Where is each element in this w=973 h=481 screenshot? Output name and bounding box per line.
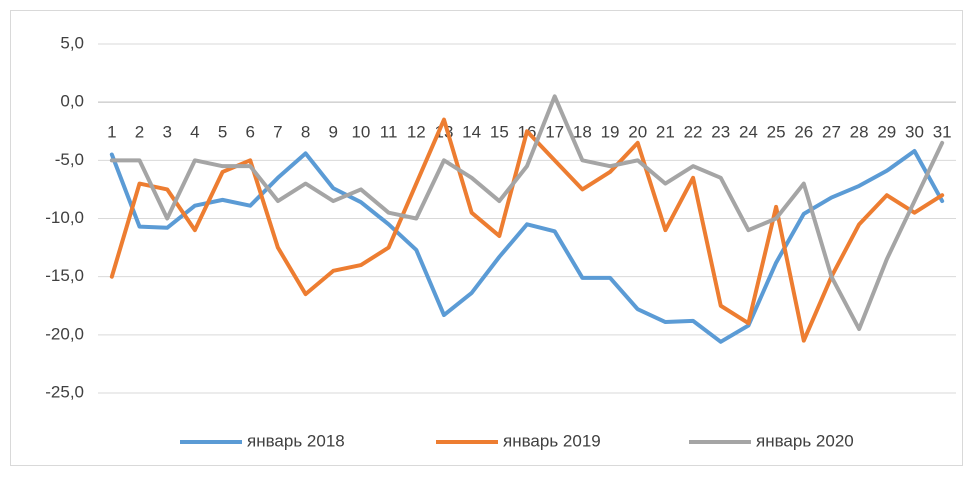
x-tick-label: 11 — [380, 123, 398, 142]
x-tick-label: 26 — [794, 123, 813, 142]
x-tick-label: 17 — [545, 123, 564, 142]
x-tick-label: 14 — [462, 123, 481, 142]
x-tick-label: 9 — [329, 123, 338, 142]
x-tick-label: 31 — [933, 123, 952, 142]
x-tick-label: 10 — [351, 123, 370, 142]
x-tick-label: 20 — [628, 123, 647, 142]
x-tick-label: 27 — [822, 123, 841, 142]
x-tick-label: 22 — [684, 123, 703, 142]
y-tick-label: -10,0 — [45, 208, 84, 227]
legend-label: январь 2018 — [247, 431, 345, 450]
x-tick-label: 1 — [107, 123, 116, 142]
y-tick-label: -25,0 — [45, 382, 84, 401]
x-tick-label: 30 — [905, 123, 924, 142]
y-tick-label: -20,0 — [45, 324, 84, 343]
x-tick-label: 25 — [767, 123, 786, 142]
x-tick-label: 2 — [135, 123, 144, 142]
x-tick-label: 19 — [601, 123, 620, 142]
x-tick-label: 12 — [407, 123, 426, 142]
x-tick-label: 6 — [245, 123, 254, 142]
x-tick-label: 5 — [218, 123, 227, 142]
chart-border — [10, 10, 963, 466]
legend-label: январь 2019 — [503, 431, 601, 450]
line-series — [109, 117, 945, 343]
x-tick-label: 29 — [877, 123, 896, 142]
x-tick-label: 23 — [711, 123, 730, 142]
y-tick-label: 0,0 — [60, 92, 84, 111]
x-tick-label: 3 — [162, 123, 171, 142]
x-tick-label: 28 — [850, 123, 869, 142]
line-series — [109, 149, 945, 344]
x-tick-label: 7 — [273, 123, 282, 142]
x-tick-label: 8 — [301, 123, 310, 142]
legend-label: январь 2020 — [756, 431, 854, 450]
x-tick-label: 15 — [490, 123, 509, 142]
y-tick-label: -15,0 — [45, 266, 84, 285]
x-tick-label: 18 — [573, 123, 592, 142]
line-series — [109, 94, 945, 332]
x-tick-label: 21 — [656, 123, 675, 142]
y-tick-label: -5,0 — [55, 150, 84, 169]
y-tick-label: 5,0 — [60, 33, 84, 52]
x-tick-label: 24 — [739, 123, 758, 142]
x-tick-label: 4 — [190, 123, 199, 142]
